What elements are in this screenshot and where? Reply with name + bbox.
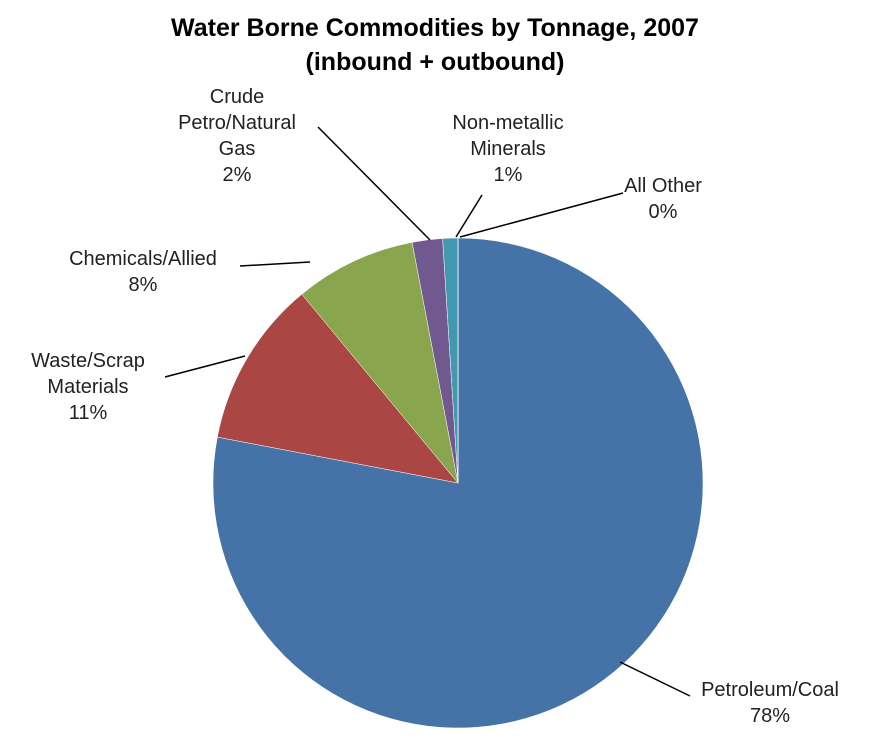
- slice-label: Petroleum/Coal 78%: [670, 677, 870, 729]
- leader-line: [459, 192, 624, 238]
- slice-label: Chemicals/Allied 8%: [43, 246, 243, 298]
- leader-line: [164, 355, 246, 378]
- slice-label: Non-metallic Minerals 1%: [438, 110, 578, 188]
- category-label: Chemicals/Allied: [69, 248, 217, 270]
- value-label: 0%: [648, 201, 678, 223]
- pie-slice: [217, 293, 459, 484]
- category-label: Non-metallic Minerals: [452, 112, 564, 160]
- value-label: 78%: [749, 705, 791, 727]
- chart-title: Water Borne Commodities by Tonnage, 2007: [171, 14, 699, 42]
- category-label: Petroleum/Coal: [701, 679, 839, 701]
- slice-label: All Other 0%: [603, 173, 723, 225]
- leader-line: [455, 194, 483, 238]
- pie-slice: [301, 242, 459, 484]
- value-label: 11%: [68, 402, 108, 424]
- leader-line: [239, 261, 311, 267]
- slice-label: Crude Petro/Natural Gas 2%: [162, 84, 312, 188]
- category-label: Waste/Scrap Materials: [31, 350, 145, 398]
- value-label: 2%: [222, 164, 252, 186]
- slice-label: Waste/Scrap Materials 11%: [13, 348, 163, 426]
- category-label: Crude Petro/Natural Gas: [178, 86, 296, 160]
- leader-line: [317, 126, 431, 241]
- category-label: All Other: [624, 175, 702, 197]
- value-label: 1%: [493, 164, 523, 186]
- value-label: 8%: [128, 274, 158, 296]
- leader-line: [619, 661, 691, 697]
- chart-subtitle: (inbound + outbound): [305, 48, 565, 76]
